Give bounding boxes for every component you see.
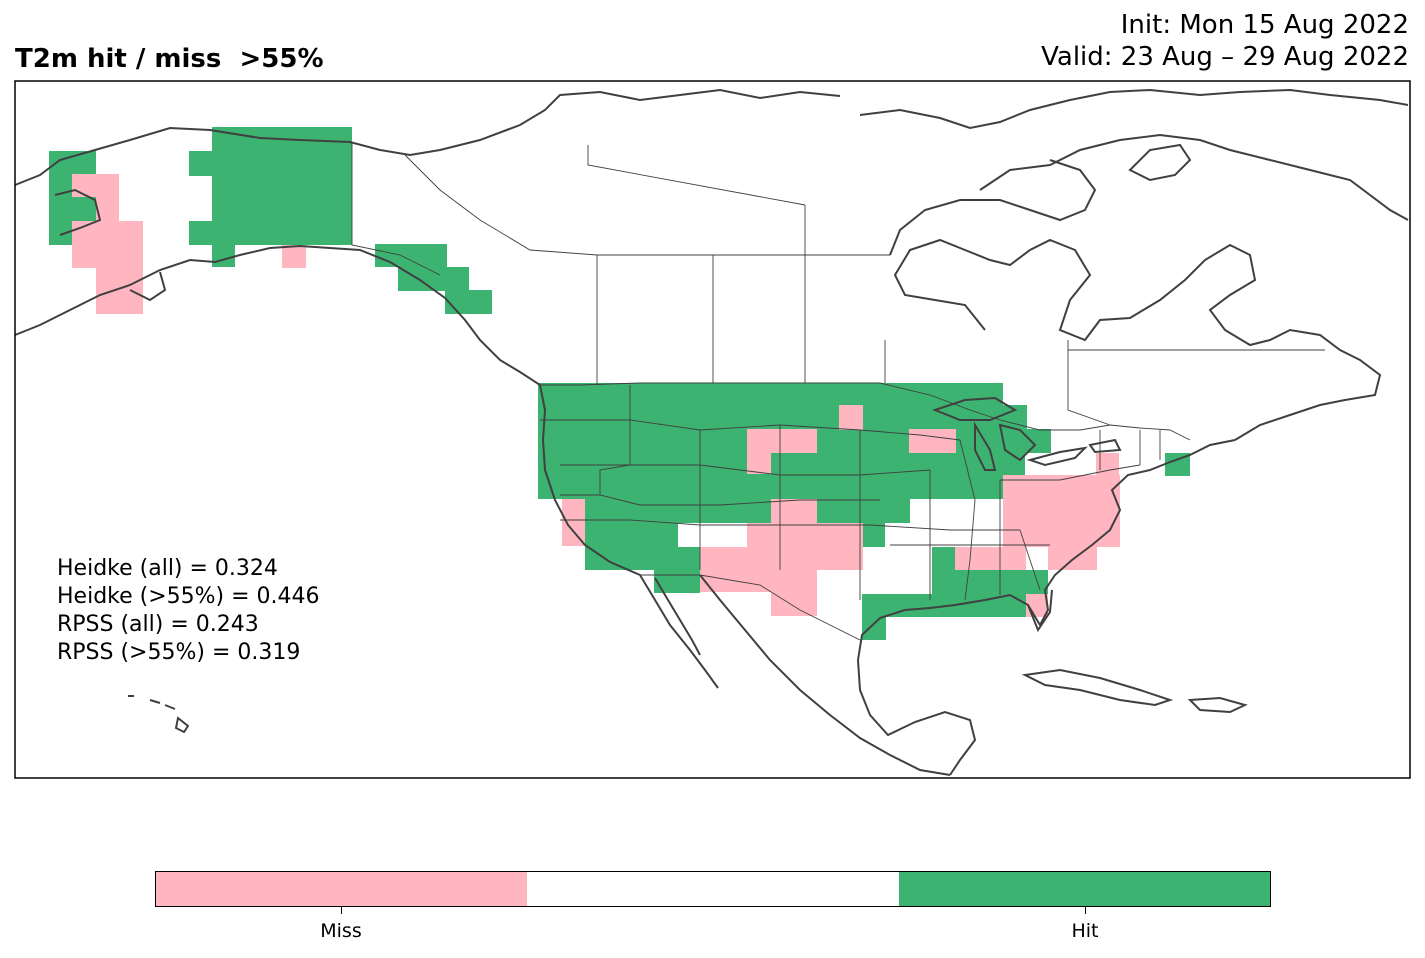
miss-cell bbox=[700, 570, 817, 592]
map-frame bbox=[14, 80, 1411, 779]
hit-cell bbox=[212, 127, 352, 245]
hit-cell bbox=[955, 570, 1048, 594]
miss-cell bbox=[747, 429, 771, 474]
colorbar-miss bbox=[156, 872, 528, 906]
plot-title: T2m hit / miss >55% bbox=[15, 44, 324, 74]
heidke-55: Heidke (>55%) = 0.446 bbox=[57, 584, 320, 609]
miss-cell bbox=[72, 174, 119, 197]
miss-cell bbox=[1003, 475, 1120, 500]
hit-cell bbox=[585, 547, 700, 570]
hit-cell bbox=[189, 151, 212, 176]
miss-cell bbox=[839, 405, 863, 430]
miss-cell bbox=[1096, 453, 1119, 478]
hit-cell bbox=[862, 617, 886, 640]
colorbar-tick-hit bbox=[1085, 907, 1086, 914]
colorbar-label-hit: Hit bbox=[1071, 920, 1099, 942]
hit-cell bbox=[562, 475, 1010, 499]
valid-range: Valid: 23 Aug – 29 Aug 2022 bbox=[1041, 42, 1409, 72]
hit-cell bbox=[1165, 453, 1190, 476]
hit-cell bbox=[212, 245, 235, 267]
hit-cell bbox=[932, 547, 955, 594]
rpss-55: RPSS (>55%) = 0.319 bbox=[57, 640, 301, 665]
miss-cell bbox=[909, 429, 956, 453]
hit-miss-grid bbox=[49, 127, 1190, 640]
rpss-all: RPSS (all) = 0.243 bbox=[57, 612, 259, 637]
miss-cell bbox=[562, 499, 585, 546]
borders bbox=[351, 143, 1325, 641]
miss-cell bbox=[955, 547, 1026, 570]
hit-cell bbox=[398, 267, 469, 291]
hit-cell bbox=[375, 244, 447, 267]
hit-cell bbox=[189, 221, 212, 245]
colorbar-label-miss: Miss bbox=[320, 920, 362, 942]
miss-cell bbox=[282, 245, 306, 268]
colorbar bbox=[155, 871, 1271, 907]
hit-cell bbox=[585, 499, 771, 523]
miss-cell bbox=[771, 429, 817, 453]
skill-scores: Heidke (all) = 0.324 Heidke (>55%) = 0.4… bbox=[57, 555, 320, 667]
hit-cell bbox=[654, 570, 700, 593]
coastlines bbox=[14, 88, 1409, 776]
hit-cell bbox=[585, 523, 678, 547]
colorbar-hit bbox=[898, 872, 1270, 906]
miss-cell bbox=[72, 221, 143, 268]
hit-cell bbox=[1003, 429, 1051, 453]
hit-cell bbox=[862, 523, 885, 547]
miss-cell bbox=[96, 197, 119, 221]
init-date: Init: Mon 15 Aug 2022 bbox=[1120, 10, 1409, 40]
miss-cell bbox=[771, 499, 817, 523]
miss-cell bbox=[771, 592, 817, 616]
miss-cell bbox=[1003, 499, 1120, 547]
hit-cell bbox=[817, 499, 910, 523]
miss-cell bbox=[96, 267, 143, 291]
heidke-all: Heidke (all) = 0.324 bbox=[57, 556, 278, 581]
miss-cell bbox=[700, 547, 863, 570]
colorbar-tick-miss bbox=[341, 907, 342, 914]
hit-cell bbox=[445, 290, 492, 314]
miss-cell bbox=[747, 523, 863, 547]
colorbar-neutral bbox=[527, 872, 899, 906]
